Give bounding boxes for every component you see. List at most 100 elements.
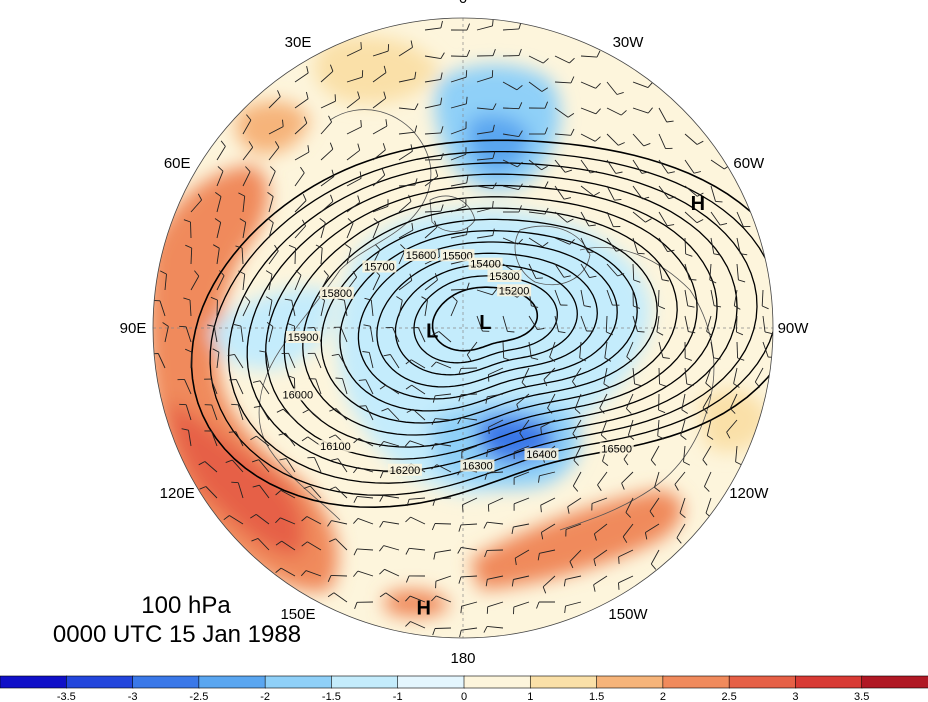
wind-barb: [372, 50, 389, 57]
contour-label: 15800: [322, 288, 353, 300]
wind-barb: [528, 185, 545, 189]
wind-barb-feather: [696, 192, 704, 197]
wind-barb-feather: [572, 381, 577, 388]
wind-barb-feather: [405, 575, 410, 583]
contour-label-bg: [497, 284, 532, 297]
wind-barb-feather: [379, 384, 386, 390]
wind-barb-feather: [432, 628, 436, 636]
wind-barb: [580, 237, 589, 253]
wind-barb: [291, 300, 296, 317]
wind-barb-feather: [516, 404, 520, 412]
wind-barb: [333, 592, 348, 603]
wind-barb: [502, 107, 520, 110]
wind-barb: [658, 341, 664, 358]
wind-barb-feather: [736, 331, 744, 336]
wind-barb: [554, 185, 565, 200]
wind-barb: [424, 104, 441, 109]
contour-label: 16000: [283, 389, 314, 401]
wind-barb-feather: [596, 50, 601, 58]
colorbar-box: [264, 675, 333, 689]
wind-barb: [543, 367, 556, 380]
wind-barb: [450, 205, 467, 213]
wind-barb: [409, 595, 426, 603]
contour-label: 15500: [442, 250, 473, 262]
wind-barb: [159, 300, 166, 317]
colorbar-tick-label: -2.5: [189, 691, 208, 702]
wind-barb: [216, 171, 224, 187]
wind-barb-feather: [649, 510, 655, 518]
wind-barb-feather: [538, 475, 540, 483]
wind-barb: [606, 289, 613, 306]
wind-barb: [409, 440, 426, 447]
wind-barb-feather: [569, 561, 574, 569]
wind-barb-feather: [599, 407, 605, 414]
wind-barb-feather: [658, 305, 666, 310]
wind-barb-feather: [647, 82, 653, 88]
wind-barb: [205, 486, 218, 499]
wind-barb: [357, 517, 374, 525]
wind-barb: [242, 274, 246, 291]
wind-barb: [680, 419, 686, 436]
wind-barb: [210, 430, 218, 447]
wind-barb: [320, 201, 334, 213]
contour-label: 15600: [406, 250, 437, 262]
wind-barb: [216, 222, 222, 239]
wind-barb-feather: [572, 485, 579, 492]
lon-label-0: 0: [459, 0, 467, 7]
wind-barb-feather: [323, 270, 329, 277]
wind-barb: [580, 107, 597, 115]
wind-barb: [342, 378, 348, 395]
colorbar-box: [861, 675, 928, 689]
wind-barb: [706, 315, 712, 332]
wind-barb: [654, 471, 660, 488]
wind-barb-feather: [282, 119, 284, 127]
wind-barb: [164, 274, 167, 291]
wind-barb: [384, 568, 400, 577]
low-center-0: L: [426, 321, 438, 343]
wind-barb: [547, 393, 556, 409]
wind-barb-feather: [265, 270, 273, 275]
wind-barb: [709, 263, 712, 281]
colorbar-box: [795, 675, 863, 689]
wind-barb-feather: [381, 407, 389, 412]
wind-barb: [410, 621, 426, 629]
lon-label-180: 180: [450, 650, 475, 667]
wind-barb: [554, 263, 565, 278]
colorbar-tick-label: 1: [527, 691, 533, 702]
wind-barb-feather: [287, 375, 295, 379]
wind-barb-feather: [544, 181, 549, 188]
wind-barb-feather: [440, 52, 445, 59]
wind-barb-feather: [434, 273, 438, 281]
wind-barb: [338, 354, 348, 369]
wind-barb: [435, 393, 452, 397]
wind-barb-feather: [238, 270, 245, 275]
wind-barbs: [153, 18, 773, 638]
contour-label-bg: [440, 249, 475, 262]
colorbar-box: [662, 675, 730, 689]
wind-barb: [258, 459, 270, 473]
wind-barb-feather: [680, 435, 687, 440]
wind-barb-feather: [219, 270, 225, 277]
wind-barb: [320, 100, 336, 109]
wind-barb: [157, 353, 166, 369]
wind-barb-feather: [414, 103, 419, 110]
wind-barb: [346, 76, 363, 83]
wind-barb-feather: [295, 270, 302, 276]
wind-barb: [398, 300, 403, 317]
wind-barb: [268, 96, 281, 109]
wind-barb: [398, 78, 415, 83]
wind-barb-feather: [353, 467, 359, 474]
wind-barb: [487, 625, 504, 629]
wind-barb: [372, 205, 389, 213]
wind-barb: [476, 157, 493, 161]
colorbar: -3.5 -3 -2.5 -2 -1.5 -1 0 1 1.5 2 2.5 3 3.5: [0, 675, 928, 702]
wind-barb-feather: [253, 405, 261, 408]
wind-barb: [487, 575, 504, 580]
wind-barb: [761, 289, 764, 307]
wind-barb-feather: [569, 238, 575, 245]
wind-barb-feather: [457, 547, 462, 554]
wind-barb-feather: [252, 484, 260, 488]
wind-barb-feather: [460, 606, 463, 614]
contour-line: [376, 252, 598, 388]
wind-barb-feather: [603, 383, 610, 388]
